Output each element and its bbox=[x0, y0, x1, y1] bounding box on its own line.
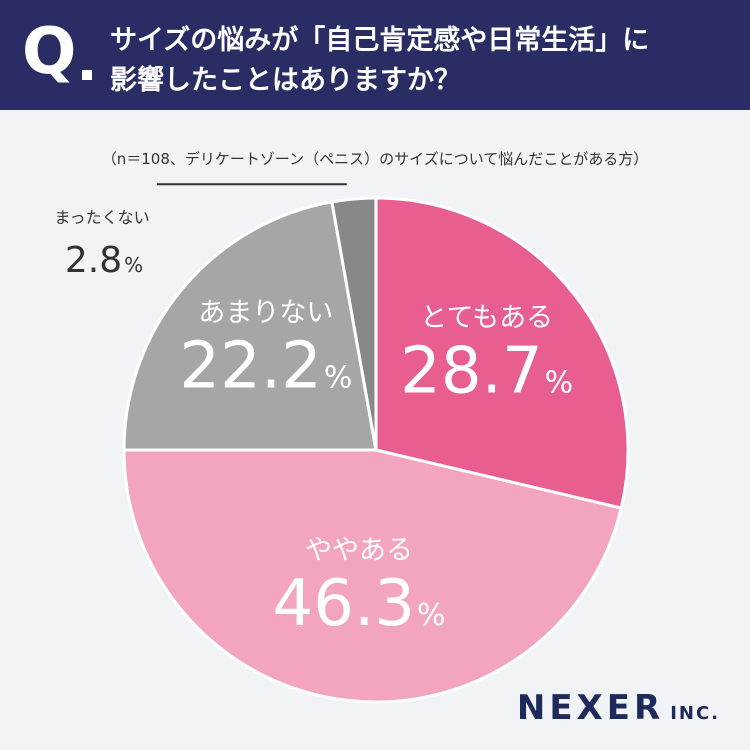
question-line-1: サイズの悩みが「自己肯定感や日常生活」に bbox=[110, 25, 650, 56]
sample-note: （n＝108、デリケートゾーン（ペニス）のサイズについて悩んだことがある方） bbox=[101, 150, 649, 168]
question-header: Q サイズの悩みが「自己肯定感や日常生活」に 影響したことはありますか？ bbox=[0, 0, 750, 110]
q-label: Q bbox=[22, 15, 77, 89]
slice-value-4: 2.8% bbox=[65, 240, 143, 281]
pie-slice-3 bbox=[122, 200, 378, 452]
pie-slice-4 bbox=[330, 196, 378, 451]
brand-name: NEXER bbox=[516, 688, 665, 728]
q-dot-icon bbox=[82, 70, 92, 80]
slice-label-1: とてもある bbox=[420, 302, 553, 333]
pie-slice-2 bbox=[122, 448, 624, 704]
slice-label-4: まったくない bbox=[54, 208, 149, 227]
slice-value-2: 46.3% bbox=[273, 567, 446, 641]
slice-label-2: ややある bbox=[305, 535, 413, 566]
pie-slice-1 bbox=[374, 196, 630, 510]
slice-value-1: 28.7% bbox=[400, 334, 573, 408]
question-line-2: 影響したことはありますか？ bbox=[110, 65, 461, 96]
slice-value-3: 22.2% bbox=[179, 330, 352, 404]
slice-label-3: あまりない bbox=[198, 298, 333, 329]
brand-suffix: INC. bbox=[670, 703, 720, 724]
brand-logo: NEXER INC. bbox=[517, 688, 720, 728]
